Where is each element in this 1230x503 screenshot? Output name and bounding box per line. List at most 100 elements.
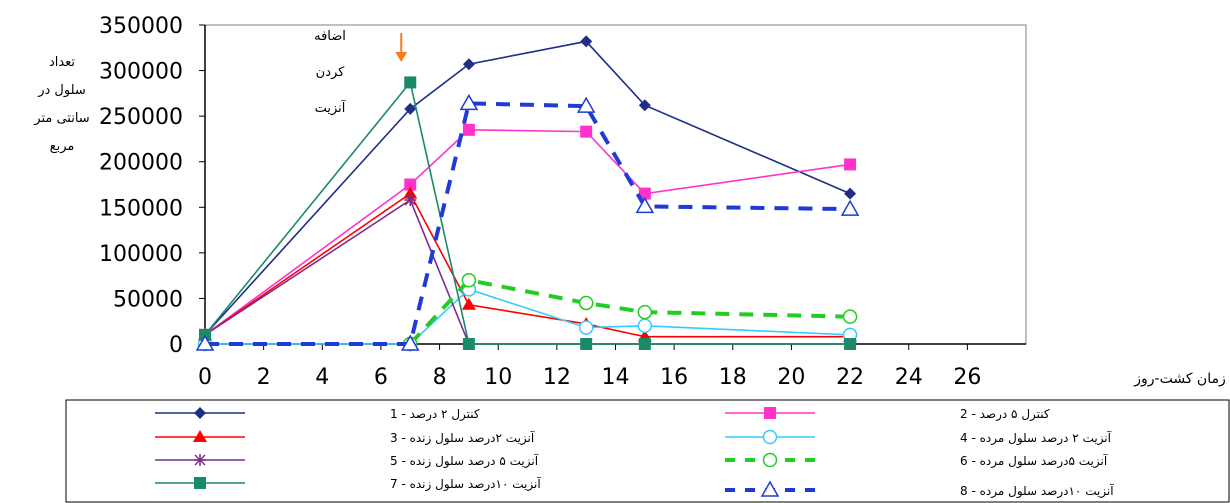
series-line (204, 129, 851, 336)
series-line (205, 288, 851, 345)
data-point (461, 297, 476, 310)
y-axis-label: سانتی متر (33, 111, 89, 126)
legend: کنترل ۲ درصد - 1 کنترل ۵ درصد - 2 آنزیت ۲د… (65, 399, 1230, 503)
legend-label: آنزیت ۱۰درصد سلول زنده - 7 (390, 476, 541, 492)
y-tick-label: 100000 (99, 242, 183, 267)
data-point (462, 338, 475, 350)
legend-label: کنترل ۲ درصد - 1 (390, 407, 480, 422)
x-tick-label: 16 (660, 365, 688, 390)
legend-marker (193, 430, 207, 442)
annotation-text: آنزیت (315, 99, 347, 116)
series-line (204, 192, 851, 338)
x-tick-label: 10 (484, 365, 512, 390)
data-point (840, 199, 860, 216)
data-point (844, 187, 857, 200)
x-tick-label: 22 (836, 365, 864, 390)
series-line (205, 101, 851, 346)
series-layer (195, 35, 860, 352)
data-point (461, 272, 477, 288)
legend-marker (760, 480, 780, 497)
x-tick-label: 18 (719, 365, 747, 390)
legend-item-6: آنزیت ۵درصد سلول مرده - 6 (725, 452, 1108, 469)
data-point (578, 295, 594, 311)
x-tick-label: 2 (257, 365, 271, 390)
legend-label: آنزیت ۵ درصد سلول زنده - 5 (390, 453, 539, 469)
x-tick-label: 12 (543, 365, 571, 390)
data-point (638, 187, 651, 200)
y-tick-label: 350000 (99, 14, 183, 39)
data-point (576, 96, 596, 113)
legend-item-8: آنزیت ۱۰درصد سلول مرده - 8 (725, 480, 1114, 499)
x-tick-label: 6 (374, 365, 388, 390)
data-point (404, 178, 417, 191)
y-tick-label: 200000 (99, 151, 183, 176)
data-point (638, 338, 651, 350)
y-axis-label: سلول در (37, 83, 86, 98)
series-8 (195, 93, 860, 351)
y-tick-label: 150000 (99, 196, 183, 221)
x-tick-label: 4 (315, 365, 329, 390)
series-line (204, 40, 851, 336)
x-tick-label: 26 (953, 365, 981, 390)
legend-box (65, 399, 1230, 503)
legend-marker (194, 407, 206, 419)
legend-label: آنزیت ۱۰درصد سلول مرده - 8 (960, 483, 1114, 499)
x-axis-label: زمان کشت-روز (1133, 371, 1226, 387)
legend-marker (762, 429, 778, 445)
series-line (204, 80, 851, 345)
data-point (400, 334, 420, 351)
legend-marker (762, 452, 778, 468)
legend-label: آنزیت ۵درصد سلول مرده - 6 (960, 453, 1108, 469)
data-point (580, 338, 593, 350)
data-point (404, 76, 417, 89)
x-tick-label: 8 (433, 365, 447, 390)
data-point (844, 338, 857, 350)
series-line (408, 278, 851, 346)
y-tick-label: 0 (169, 333, 183, 358)
y-axis-label: تعداد (49, 55, 75, 70)
y-axis-label: مربع (50, 139, 75, 154)
data-point (637, 304, 653, 320)
x-tick-label: 20 (777, 365, 805, 390)
annotation-text: اضافه (314, 29, 346, 44)
legend-marker (764, 407, 776, 419)
legend-item-1: کنترل ۲ درصد - 1 (155, 407, 480, 422)
y-tick-label: 250000 (99, 105, 183, 130)
y-tick-label: 50000 (113, 287, 183, 312)
data-point (842, 309, 858, 324)
data-point (580, 125, 593, 138)
data-point (637, 318, 653, 334)
x-tick-label: 24 (895, 365, 923, 390)
data-point (195, 334, 215, 351)
data-point (578, 320, 594, 335)
series-5 (199, 193, 475, 350)
text-layer: 0 50000 100000 150000 200000 250000 300000 3500… (33, 14, 1225, 390)
legend-label: آنزیت ۲ درصد سلول مرده - 4 (960, 430, 1112, 446)
legend-item-7: آنزیت ۱۰درصد سلول زنده - 7 (155, 476, 541, 492)
legend-label: آنزیت ۲درصد سلول زنده - 3 (390, 430, 535, 446)
x-tick-label: 0 (198, 365, 212, 390)
data-point (844, 158, 857, 171)
legend-label: کنترل ۵ درصد - 2 (960, 407, 1050, 422)
x-tick-label: 14 (602, 365, 630, 390)
annotation-arrow-icon (395, 33, 408, 62)
y-tick-label: 300000 (99, 60, 183, 85)
data-point (638, 99, 651, 112)
data-point (462, 123, 475, 136)
series-1 (199, 35, 857, 341)
data-point (580, 35, 593, 48)
series-7 (199, 76, 857, 350)
legend-item-2: کنترل ۵ درصد - 2 (725, 407, 1050, 422)
legend-item-5: آنزیت ۵ درصد سلول زنده - 5 (155, 453, 539, 469)
data-point (459, 93, 479, 111)
legend-item-3: آنزیت ۲درصد سلول زنده - 3 (155, 430, 535, 446)
legend-marker (194, 477, 206, 489)
data-point (404, 102, 417, 115)
data-point (635, 196, 655, 214)
annotation-text: کردن (316, 65, 346, 80)
data-point (462, 58, 475, 71)
legend-marker (194, 454, 206, 466)
data-point (404, 193, 417, 206)
legend-item-4: آنزیت ۲ درصد سلول مرده - 4 (725, 429, 1112, 446)
